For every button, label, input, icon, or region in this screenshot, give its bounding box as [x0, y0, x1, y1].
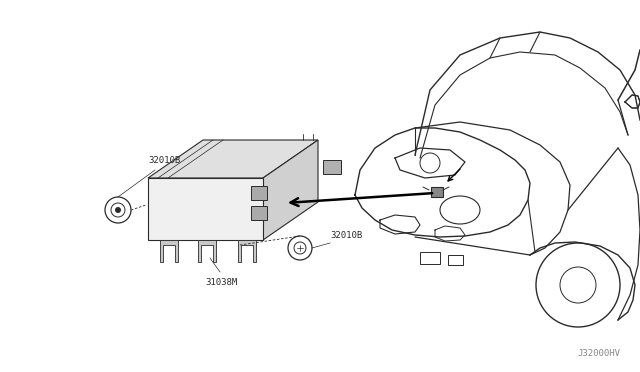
Polygon shape — [263, 140, 318, 240]
Text: 32010B: 32010B — [330, 231, 362, 240]
FancyBboxPatch shape — [431, 187, 443, 197]
Text: 32010B: 32010B — [148, 156, 180, 165]
FancyBboxPatch shape — [251, 186, 267, 200]
Polygon shape — [160, 240, 178, 262]
Circle shape — [115, 207, 121, 213]
FancyBboxPatch shape — [323, 160, 341, 174]
Text: J32000HV: J32000HV — [577, 349, 620, 358]
Polygon shape — [198, 240, 216, 262]
Polygon shape — [238, 240, 256, 262]
Polygon shape — [148, 140, 318, 178]
Polygon shape — [625, 95, 640, 108]
Polygon shape — [148, 178, 263, 240]
FancyBboxPatch shape — [251, 206, 267, 220]
Text: 31038M: 31038M — [205, 278, 237, 287]
